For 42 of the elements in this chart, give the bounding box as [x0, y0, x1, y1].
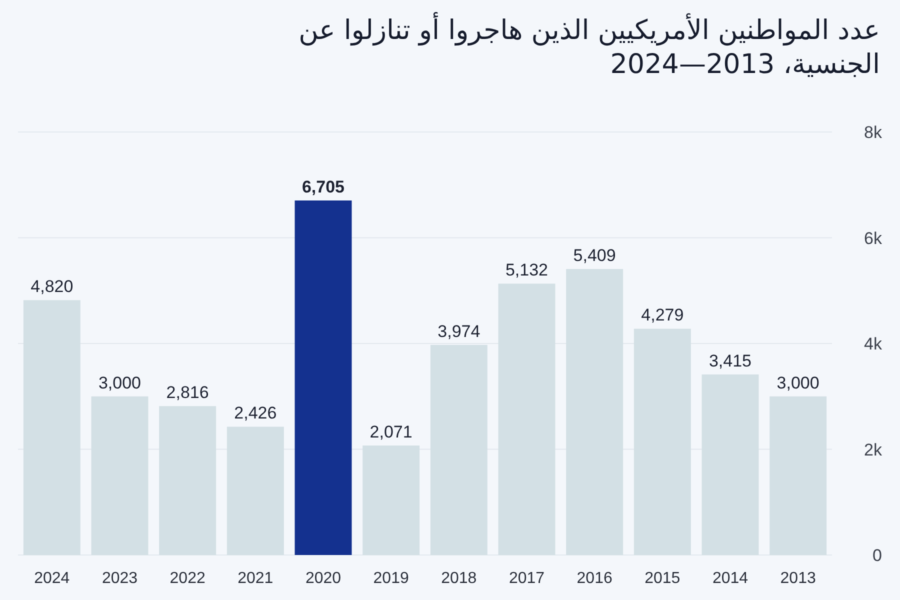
bar: [362, 445, 420, 555]
x-tick-label: 2023: [102, 570, 138, 587]
bar: [23, 300, 80, 555]
data-label: 4,820: [30, 277, 74, 296]
data-label: 5,132: [505, 260, 548, 280]
bar: [159, 406, 216, 555]
data-label: 2,426: [234, 404, 277, 423]
y-tick-label: 0: [872, 546, 882, 565]
data-label: 4,279: [641, 306, 684, 325]
x-tick-label: 2021: [238, 570, 274, 587]
y-tick-label: 8k: [864, 123, 882, 142]
x-tick-label: 2016: [576, 570, 612, 587]
x-tick-label: 2022: [170, 570, 206, 587]
bar: [91, 396, 148, 555]
bar: [294, 200, 352, 555]
x-tick-label: 2014: [712, 570, 748, 587]
x-tick-label: 2015: [644, 570, 680, 587]
bar: [770, 396, 827, 555]
x-tick-label: 2019: [373, 570, 409, 587]
x-tick-label: 2024: [34, 570, 70, 587]
bar: [430, 344, 488, 555]
data-label: 5,409: [573, 246, 616, 265]
bar: [702, 374, 759, 555]
x-tick-label: 2020: [305, 570, 342, 587]
y-tick-label: 6k: [864, 228, 882, 248]
data-label: 3,974: [438, 322, 480, 341]
data-label: 3,415: [708, 351, 752, 370]
data-label: 3,000: [98, 373, 142, 392]
data-label: 2,816: [166, 383, 209, 402]
chart-title: عدد المواطنين الأمريكيين الذين هاجروا أو تنازلوا عن الجنسية، 2013—2024: [298, 14, 880, 82]
x-tick-label: 2018: [441, 570, 477, 587]
data-label: 2,071: [370, 422, 412, 442]
x-tick-label: 2017: [508, 570, 545, 587]
y-tick-label: 2k: [864, 440, 882, 460]
y-tick-label: 4k: [864, 334, 882, 354]
x-tick-label: 2013: [780, 570, 816, 587]
data-label: 3,000: [776, 373, 820, 392]
data-label: 6,705: [302, 177, 345, 196]
bar: [226, 426, 284, 555]
bar: [566, 269, 624, 555]
bar: [498, 284, 556, 555]
bar: [634, 328, 691, 555]
